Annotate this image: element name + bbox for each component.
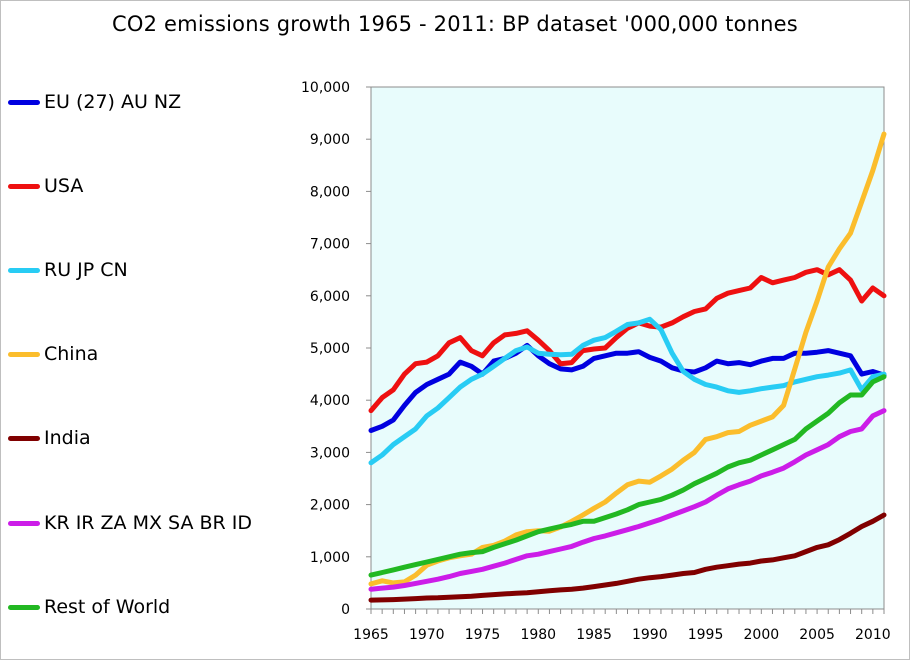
legend: EU (27) AU NZ USA RU JP CN China India KR IR … bbox=[8, 0, 308, 660]
legend-label: RU JP CN bbox=[44, 259, 128, 281]
x-tick-label: 1975 bbox=[465, 627, 501, 643]
legend-swatch bbox=[8, 183, 40, 189]
x-tick-label: 1970 bbox=[409, 627, 445, 643]
series-line-india bbox=[368, 512, 887, 603]
chart-title: CO2 emissions growth 1965 - 2011: BP dat… bbox=[112, 12, 798, 36]
y-tick-label: 6,000 bbox=[310, 289, 350, 305]
y-tick-label: 2,000 bbox=[310, 498, 350, 514]
y-tick-label: 8,000 bbox=[310, 184, 350, 200]
legend-label: EU (27) AU NZ bbox=[44, 91, 182, 113]
y-tick-label: 1,000 bbox=[310, 550, 350, 566]
legend-item-ru-jp-cn: RU JP CN bbox=[8, 257, 128, 283]
legend-item-eu-27-au-nz: EU (27) AU NZ bbox=[8, 89, 181, 115]
x-tick-label: 1985 bbox=[576, 627, 612, 643]
legend-label: KR IR ZA MX SA BR ID bbox=[44, 512, 253, 534]
y-tick-label: 0 bbox=[341, 602, 350, 618]
legend-swatch bbox=[8, 435, 40, 441]
series-line-rest-of-world bbox=[368, 374, 887, 578]
y-tick-label: 10,000 bbox=[301, 80, 350, 96]
x-tick-label: 1995 bbox=[688, 627, 724, 643]
y-tick-label: 5,000 bbox=[310, 341, 350, 357]
x-tick-label: 1990 bbox=[632, 627, 668, 643]
legend-label: India bbox=[44, 427, 91, 449]
series-line-usa bbox=[368, 267, 887, 414]
legend-swatch bbox=[8, 604, 40, 610]
legend-item-india: India bbox=[8, 425, 91, 451]
y-tick-label: 4,000 bbox=[310, 393, 350, 409]
x-tick-label: 1965 bbox=[353, 627, 389, 643]
legend-item-rest-of-world: Rest of World bbox=[8, 594, 170, 620]
series-line-ru-jp-cn bbox=[368, 316, 887, 466]
legend-swatch bbox=[8, 351, 40, 357]
y-tick-label: 9,000 bbox=[310, 132, 350, 148]
x-tick-label: 2000 bbox=[744, 627, 780, 643]
legend-swatch bbox=[8, 520, 40, 526]
legend-item-kr-ir-za-mx-sa-br-id: KR IR ZA MX SA BR ID bbox=[8, 510, 252, 536]
x-tick-label: 2005 bbox=[799, 627, 835, 643]
legend-item-china: China bbox=[8, 341, 98, 367]
x-tick-label: 1980 bbox=[520, 627, 556, 643]
legend-item-usa: USA bbox=[8, 173, 83, 199]
legend-swatch bbox=[8, 99, 40, 105]
y-tick-label: 7,000 bbox=[310, 237, 350, 253]
legend-swatch bbox=[8, 267, 40, 273]
series-line-kr-ir-za-mx-sa-br-id bbox=[368, 408, 887, 592]
legend-label: China bbox=[44, 343, 99, 365]
legend-label: Rest of World bbox=[44, 596, 171, 618]
x-tick-label: 2010 bbox=[855, 627, 891, 643]
y-tick-label: 3,000 bbox=[310, 445, 350, 461]
plot-background bbox=[370, 86, 885, 610]
legend-label: USA bbox=[44, 175, 84, 197]
